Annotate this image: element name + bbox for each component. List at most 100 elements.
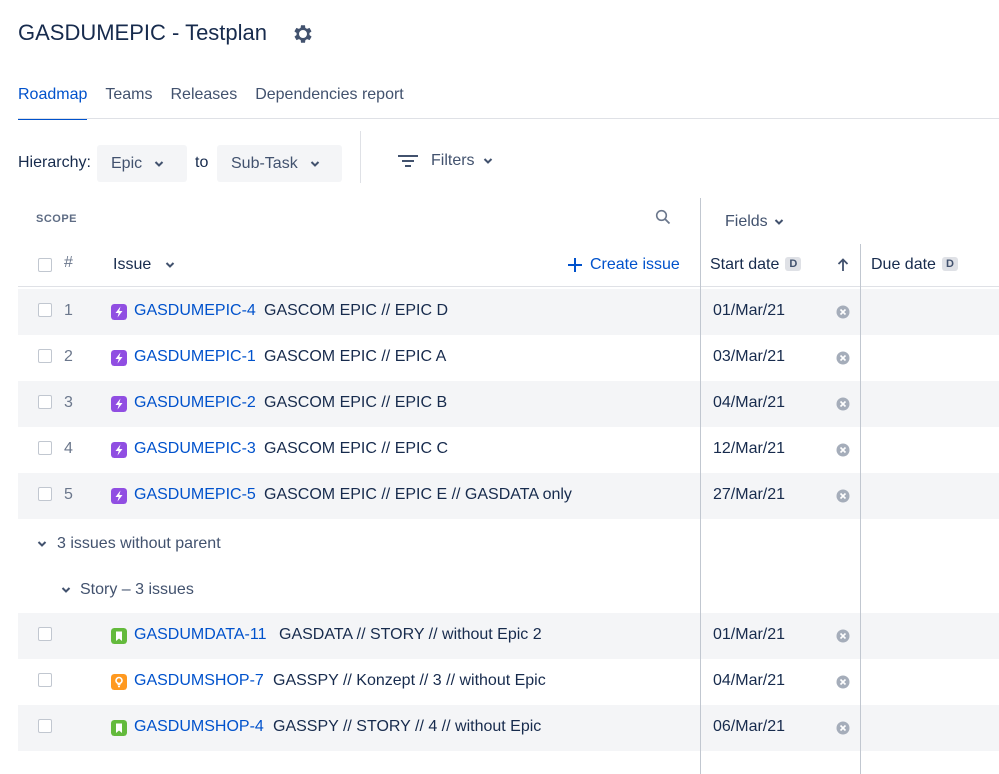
start-date-value[interactable]: 03/Mar/21 (713, 348, 786, 365)
start-date-label: Start date (710, 256, 780, 273)
issue-summary: GASCOM EPIC // EPIC A (264, 348, 447, 365)
row-checkbox[interactable] (38, 349, 52, 363)
clear-date-icon[interactable] (835, 674, 851, 690)
tab-teams[interactable]: Teams (105, 86, 153, 103)
hierarchy-to-label: to (195, 154, 209, 171)
issue-key-link[interactable]: GASDUMDATA-11 (134, 626, 267, 643)
hierarchy-from-value: Epic (111, 154, 143, 172)
hierarchy-from-select[interactable]: Epic (97, 145, 187, 182)
chevron-down-icon (166, 262, 175, 268)
chevron-down-icon (154, 160, 164, 167)
tab-dependencies-report[interactable]: Dependencies report (255, 86, 404, 103)
hierarchy-label: Hierarchy: (18, 154, 91, 171)
issue-summary: GASSPY // Konzept // 3 // without Epic (273, 672, 546, 689)
issue-summary: GASCOM EPIC // EPIC C (264, 440, 449, 457)
gear-icon[interactable] (291, 22, 315, 46)
header-divider (18, 286, 999, 287)
page-title: GASDUMEPIC - Testplan (18, 20, 268, 45)
row-checkbox[interactable] (38, 627, 52, 641)
clear-date-icon[interactable] (835, 442, 851, 458)
search-icon[interactable] (655, 209, 671, 225)
hierarchy-to-value: Sub-Task (231, 154, 298, 172)
column-header-issue-label: Issue (113, 256, 152, 273)
table-row[interactable]: GASDUMSHOP-7 GASSPY // Konzept // 3 // w… (18, 659, 999, 705)
start-date-value[interactable]: 01/Mar/21 (713, 626, 786, 643)
column-header-number: # (64, 254, 73, 271)
due-date-label: Due date (871, 256, 936, 273)
group-toggle-story[interactable]: Story – 3 issues (61, 581, 194, 599)
issue-key-link[interactable]: GASDUMEPIC-5 (134, 486, 256, 503)
create-issue-button[interactable]: Create issue (568, 256, 680, 274)
start-date-value[interactable]: 01/Mar/21 (713, 302, 786, 319)
issue-summary: GASSPY // STORY // 4 // without Epic (273, 718, 542, 735)
issue-summary: GASCOM EPIC // EPIC B (264, 394, 448, 411)
tabs-divider (18, 118, 999, 119)
table-row[interactable]: 3 GASDUMEPIC-2 GASCOM EPIC // EPIC B 04/… (18, 381, 999, 427)
story-icon (111, 720, 127, 736)
epic-icon (111, 396, 127, 412)
clear-date-icon[interactable] (835, 628, 851, 644)
table-row[interactable]: GASDUMSHOP-4 GASSPY // STORY // 4 // wit… (18, 705, 999, 751)
group-label: 3 issues without parent (57, 535, 221, 552)
create-issue-label: Create issue (590, 256, 680, 273)
row-number: 4 (64, 440, 73, 457)
table-row[interactable]: 4 GASDUMEPIC-3 GASCOM EPIC // EPIC C 12/… (18, 427, 999, 473)
tab-releases[interactable]: Releases (170, 86, 238, 103)
row-checkbox[interactable] (38, 441, 52, 455)
epic-icon (111, 350, 127, 366)
clear-date-icon[interactable] (835, 350, 851, 366)
due-date-badge: D (941, 257, 958, 271)
epic-icon (111, 442, 127, 458)
column-divider[interactable] (860, 244, 861, 774)
issue-key-link[interactable]: GASDUMEPIC-1 (134, 348, 256, 365)
row-checkbox[interactable] (38, 487, 52, 501)
fields-label: Fields (725, 213, 768, 230)
clear-date-icon[interactable] (835, 396, 851, 412)
start-date-value[interactable]: 27/Mar/21 (713, 486, 786, 503)
table-row[interactable]: 1 GASDUMEPIC-4 GASCOM EPIC // EPIC D 01/… (18, 289, 999, 335)
start-date-value[interactable]: 04/Mar/21 (713, 394, 786, 411)
chevron-down-icon (483, 158, 492, 164)
row-number: 3 (64, 394, 73, 411)
table-row[interactable]: 5 GASDUMEPIC-5 GASCOM EPIC // EPIC E // … (18, 473, 999, 519)
sort-ascending-icon[interactable] (837, 258, 849, 272)
row-checkbox[interactable] (38, 395, 52, 409)
clear-date-icon[interactable] (835, 304, 851, 320)
fields-button[interactable]: Fields (725, 213, 784, 231)
column-divider[interactable] (700, 198, 701, 774)
table-row[interactable]: GASDUMDATA-11 GASDATA // STORY // withou… (18, 613, 999, 659)
column-header-issue[interactable]: Issue (113, 256, 175, 274)
row-number: 2 (64, 348, 73, 365)
start-date-value[interactable]: 12/Mar/21 (713, 440, 786, 457)
table-row[interactable]: 2 GASDUMEPIC-1 GASCOM EPIC // EPIC A 03/… (18, 335, 999, 381)
start-date-value[interactable]: 04/Mar/21 (713, 672, 786, 689)
tab-roadmap[interactable]: Roadmap (18, 86, 88, 120)
row-checkbox[interactable] (38, 673, 52, 687)
row-checkbox[interactable] (38, 719, 52, 733)
select-all-checkbox[interactable] (38, 258, 52, 272)
column-header-start-date[interactable]: Start date D (710, 256, 802, 274)
clear-date-icon[interactable] (835, 720, 851, 736)
issue-key-link[interactable]: GASDUMEPIC-4 (134, 302, 256, 319)
hierarchy-to-select[interactable]: Sub-Task (217, 145, 342, 182)
issue-key-link[interactable]: GASDUMEPIC-2 (134, 394, 256, 411)
lightbulb-icon (111, 674, 127, 690)
issue-key-link[interactable]: GASDUMSHOP-7 (134, 672, 264, 689)
group-toggle-without-parent[interactable]: 3 issues without parent (37, 535, 221, 553)
issue-key-link[interactable]: GASDUMSHOP-4 (134, 718, 264, 735)
clear-date-icon[interactable] (835, 488, 851, 504)
epic-icon (111, 304, 127, 320)
tab-bar: Roadmap Teams Releases Dependencies repo… (18, 86, 422, 120)
filters-button[interactable]: Filters (398, 152, 493, 170)
column-header-due-date[interactable]: Due date D (871, 256, 958, 274)
issue-summary: GASCOM EPIC // EPIC D (264, 302, 449, 319)
chevron-down-icon (310, 160, 319, 167)
row-checkbox[interactable] (38, 303, 52, 317)
start-date-badge: D (785, 257, 802, 271)
plus-icon (568, 258, 582, 272)
chevron-down-icon (61, 587, 71, 593)
scope-label: SCOPE (36, 213, 78, 225)
issue-key-link[interactable]: GASDUMEPIC-3 (134, 440, 256, 457)
chevron-down-icon (774, 219, 783, 225)
start-date-value[interactable]: 06/Mar/21 (713, 718, 786, 735)
